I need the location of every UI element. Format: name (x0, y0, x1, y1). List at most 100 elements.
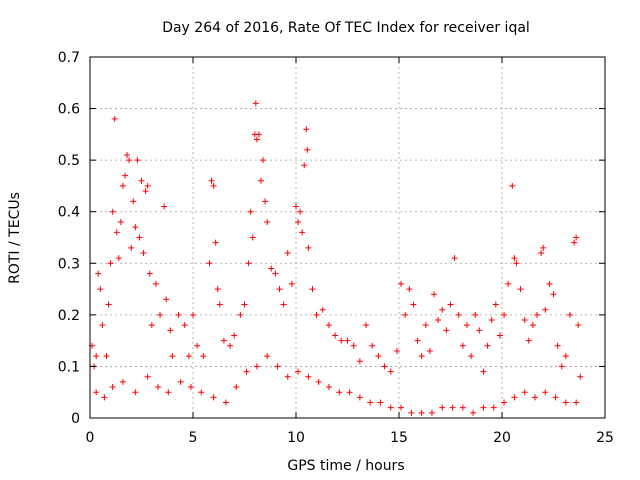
grid-lines (90, 57, 605, 418)
data-point (309, 286, 316, 293)
data-point (288, 280, 295, 287)
data-point (336, 389, 343, 396)
data-point (534, 311, 541, 318)
data-point (222, 399, 229, 406)
x-tick-label: 0 (86, 430, 95, 446)
data-point (393, 347, 400, 354)
data-point (272, 270, 279, 277)
data-point (257, 177, 264, 184)
data-point (350, 342, 357, 349)
data-point (443, 327, 450, 334)
data-point (531, 394, 538, 401)
data-point (132, 389, 139, 396)
data-point (93, 389, 100, 396)
data-points (89, 100, 584, 416)
data-point (245, 260, 252, 267)
data-point (571, 239, 578, 246)
data-point (214, 286, 221, 293)
data-point (128, 244, 135, 251)
data-point (167, 327, 174, 334)
data-point (297, 208, 304, 215)
data-point (566, 311, 573, 318)
data-point (132, 224, 139, 231)
data-point (101, 394, 108, 401)
data-point (303, 126, 310, 133)
data-point (449, 404, 456, 411)
data-point (313, 311, 320, 318)
data-point (237, 311, 244, 318)
y-tick-label: 0.5 (58, 153, 80, 169)
data-point (344, 337, 351, 344)
x-tick-label: 5 (189, 430, 198, 446)
chart-title: Day 264 of 2016, Rate Of TEC Index for r… (162, 20, 530, 36)
data-point (455, 311, 462, 318)
data-point (542, 389, 549, 396)
data-point (346, 389, 353, 396)
data-point (117, 219, 124, 226)
data-point (301, 162, 308, 169)
data-point (562, 399, 569, 406)
x-tick-label: 20 (493, 430, 511, 446)
data-point (521, 389, 528, 396)
data-point (398, 404, 405, 411)
data-point (540, 244, 547, 251)
data-point (451, 255, 458, 262)
data-point (496, 332, 503, 339)
y-tick-label: 0.3 (58, 256, 80, 272)
data-point (459, 342, 466, 349)
data-point (381, 363, 388, 370)
data-point (402, 311, 409, 318)
data-point (513, 260, 520, 267)
data-point (163, 296, 170, 303)
data-point (200, 353, 207, 360)
data-point (418, 353, 425, 360)
y-tick-label: 0.7 (58, 50, 80, 66)
data-point (375, 353, 382, 360)
data-point (134, 157, 141, 164)
data-point (115, 255, 122, 262)
data-point (109, 384, 116, 391)
data-point (332, 332, 339, 339)
data-point (177, 378, 184, 385)
data-point (124, 151, 131, 158)
y-tick-label: 0.1 (58, 359, 80, 375)
data-point (206, 260, 213, 267)
data-point (472, 311, 479, 318)
y-tick-label: 0.4 (58, 205, 80, 221)
data-point (154, 384, 161, 391)
data-point (142, 188, 149, 195)
data-point (511, 255, 518, 262)
data-point (558, 363, 565, 370)
data-point (431, 291, 438, 298)
data-point (325, 384, 332, 391)
data-point (542, 306, 549, 313)
data-point (492, 301, 499, 308)
data-point (295, 219, 302, 226)
data-point (284, 373, 291, 380)
data-point (175, 311, 182, 318)
data-point (152, 280, 159, 287)
data-point (538, 249, 545, 256)
data-point (406, 286, 413, 293)
x-tick-label: 10 (287, 430, 305, 446)
data-point (130, 198, 137, 205)
data-point (367, 399, 374, 406)
data-point (260, 157, 267, 164)
data-point (529, 322, 536, 329)
data-point (369, 342, 376, 349)
data-point (525, 337, 532, 344)
data-point (414, 337, 421, 344)
data-point (136, 234, 143, 241)
data-point (216, 301, 223, 308)
data-point (262, 198, 269, 205)
data-point (363, 322, 370, 329)
data-point (573, 399, 580, 406)
data-point (305, 373, 312, 380)
data-point (268, 265, 275, 272)
data-point (157, 311, 164, 318)
data-point (231, 332, 238, 339)
data-point (119, 378, 126, 385)
data-point (140, 249, 147, 256)
data-point (227, 342, 234, 349)
data-point (550, 291, 557, 298)
